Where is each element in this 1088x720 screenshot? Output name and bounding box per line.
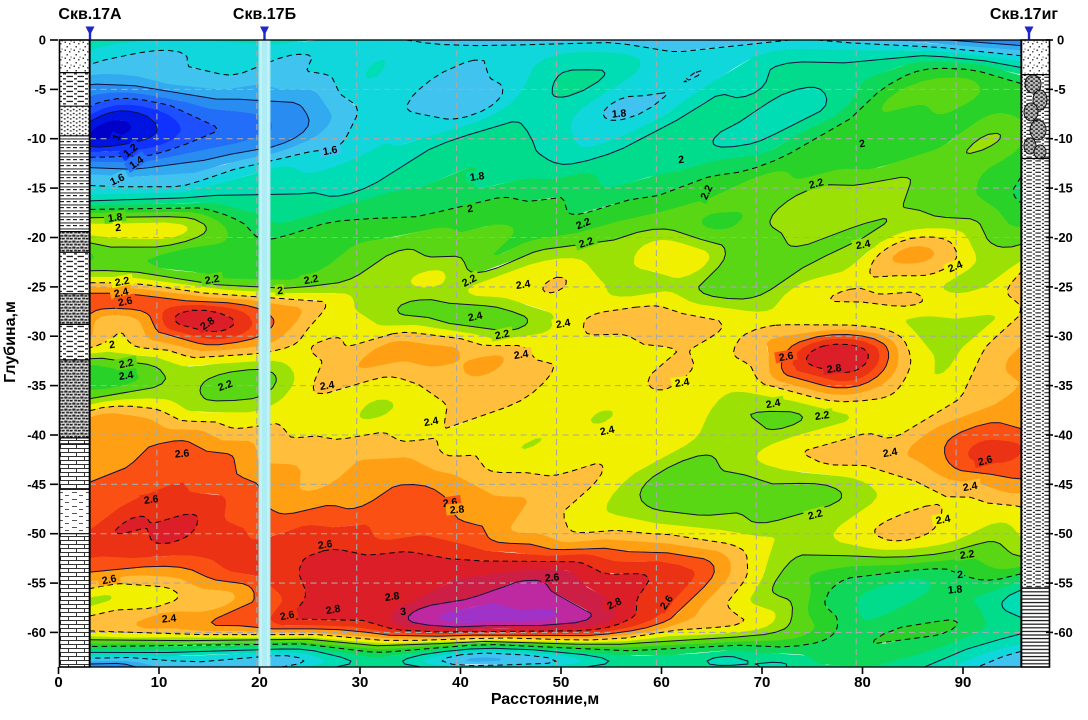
svg-text:1.6: 1.6 (108, 171, 126, 188)
svg-text:-40: -40 (1054, 428, 1073, 443)
svg-text:2.4: 2.4 (765, 397, 782, 411)
svg-text:-50: -50 (1054, 526, 1073, 541)
svg-text:2.2: 2.2 (578, 235, 596, 251)
svg-text:2.2: 2.2 (216, 378, 234, 394)
svg-text:2.4: 2.4 (555, 317, 572, 331)
svg-text:2.2: 2.2 (698, 183, 715, 201)
svg-text:2.4: 2.4 (515, 278, 531, 292)
svg-text:90: 90 (955, 674, 972, 691)
svg-text:-20: -20 (27, 230, 46, 245)
svg-text:0: 0 (1057, 33, 1064, 48)
svg-text:2.2: 2.2 (494, 328, 511, 343)
svg-text:2.8: 2.8 (449, 503, 465, 516)
svg-text:-40: -40 (27, 428, 46, 443)
svg-text:2.6: 2.6 (778, 350, 795, 364)
svg-text:3: 3 (400, 606, 407, 618)
svg-text:40: 40 (452, 674, 469, 691)
svg-text:2.2: 2.2 (118, 357, 135, 372)
svg-text:2.4: 2.4 (513, 348, 529, 362)
svg-text:2.4: 2.4 (855, 238, 872, 252)
svg-text:0: 0 (39, 33, 46, 48)
svg-text:2.4: 2.4 (935, 513, 952, 527)
svg-text:2.4: 2.4 (946, 259, 964, 276)
svg-text:-35: -35 (1054, 378, 1073, 393)
svg-text:-60: -60 (1054, 625, 1073, 640)
svg-text:0: 0 (54, 674, 62, 691)
svg-text:-50: -50 (27, 526, 46, 541)
svg-text:2: 2 (108, 339, 116, 352)
svg-text:2.6: 2.6 (279, 609, 296, 624)
svg-text:1.8: 1.8 (611, 107, 627, 120)
svg-text:2.2: 2.2 (204, 273, 221, 287)
svg-text:2.8: 2.8 (826, 362, 842, 376)
svg-text:-35: -35 (27, 378, 46, 393)
svg-text:2.2: 2.2 (574, 216, 592, 233)
svg-text:80: 80 (854, 674, 871, 691)
svg-text:1.8: 1.8 (947, 583, 963, 596)
svg-text:2.8: 2.8 (325, 603, 342, 617)
svg-text:2: 2 (957, 569, 964, 581)
svg-text:2.4: 2.4 (319, 379, 335, 393)
svg-text:2: 2 (277, 285, 284, 297)
svg-text:2: 2 (678, 154, 685, 166)
svg-text:1: 1 (110, 132, 123, 142)
svg-text:2.4: 2.4 (882, 446, 899, 460)
svg-text:-55: -55 (1054, 576, 1073, 591)
svg-text:2.6: 2.6 (317, 538, 333, 552)
svg-text:2.4: 2.4 (599, 424, 616, 439)
svg-text:2.2: 2.2 (814, 409, 830, 423)
svg-text:2.4: 2.4 (674, 376, 690, 390)
svg-text:2.4: 2.4 (118, 369, 134, 383)
svg-text:-20: -20 (1054, 230, 1073, 245)
svg-text:70: 70 (754, 674, 771, 691)
svg-text:2: 2 (115, 222, 122, 234)
svg-text:-15: -15 (1054, 181, 1073, 196)
svg-text:2.6: 2.6 (143, 493, 159, 507)
svg-text:1.6: 1.6 (322, 144, 339, 158)
svg-text:50: 50 (553, 674, 570, 691)
svg-text:2.6: 2.6 (117, 295, 134, 310)
svg-text:60: 60 (653, 674, 670, 691)
svg-text:Скв.17иг: Скв.17иг (990, 6, 1058, 23)
svg-text:2: 2 (858, 138, 866, 151)
svg-text:1.8: 1.8 (469, 170, 485, 184)
svg-text:-55: -55 (27, 576, 46, 591)
svg-text:2.2: 2.2 (808, 176, 825, 191)
svg-text:-10: -10 (1054, 131, 1073, 146)
svg-text:Расстояние,м: Расстояние,м (491, 691, 599, 708)
svg-text:-25: -25 (1054, 279, 1073, 294)
svg-text:-45: -45 (1054, 477, 1073, 492)
svg-text:2.8: 2.8 (605, 595, 623, 612)
svg-text:2.2: 2.2 (959, 548, 975, 562)
svg-text:2.6: 2.6 (977, 453, 994, 468)
svg-text:-15: -15 (27, 181, 46, 196)
svg-text:2.4: 2.4 (467, 310, 484, 325)
svg-text:10: 10 (151, 674, 168, 691)
svg-text:2.4: 2.4 (962, 480, 979, 494)
svg-text:-25: -25 (27, 279, 46, 294)
svg-text:2.6: 2.6 (101, 573, 118, 588)
svg-text:Скв.17Б: Скв.17Б (233, 6, 296, 23)
svg-text:2.6: 2.6 (174, 447, 190, 460)
svg-text:2.2: 2.2 (303, 273, 320, 287)
svg-text:2.4: 2.4 (161, 612, 177, 625)
svg-text:2.6: 2.6 (544, 571, 560, 584)
svg-text:2.2: 2.2 (807, 507, 824, 522)
svg-text:Скв.17А: Скв.17А (58, 6, 122, 23)
svg-text:-30: -30 (27, 329, 46, 344)
svg-text:2: 2 (466, 203, 474, 216)
svg-text:2.4: 2.4 (423, 415, 440, 429)
svg-text:2.8: 2.8 (384, 590, 400, 604)
svg-text:-60: -60 (27, 625, 46, 640)
svg-text:30: 30 (352, 674, 369, 691)
svg-text:20: 20 (251, 674, 268, 691)
svg-text:-30: -30 (1054, 329, 1073, 344)
svg-text:Глубина,м: Глубина,м (2, 301, 19, 383)
svg-text:-10: -10 (27, 131, 46, 146)
svg-text:-5: -5 (1054, 82, 1066, 97)
svg-text:-5: -5 (34, 82, 46, 97)
svg-text:-45: -45 (27, 477, 46, 492)
